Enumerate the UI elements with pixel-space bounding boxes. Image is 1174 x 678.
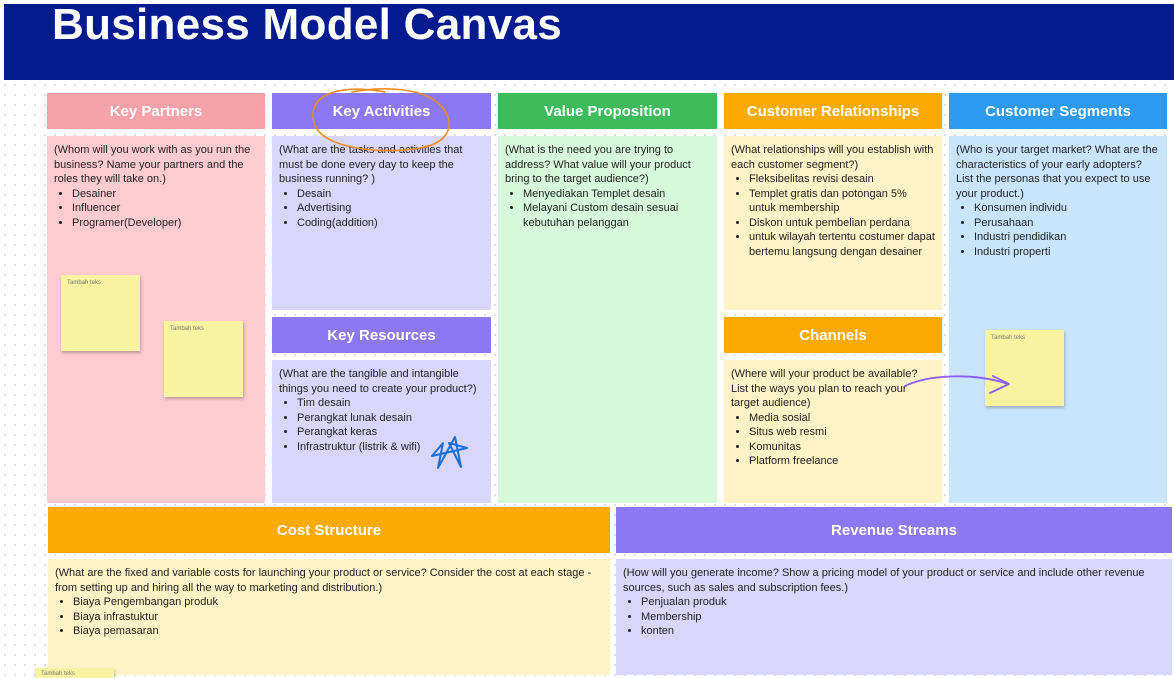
revenue-streams-list: Penjualan produk Membership konten xyxy=(623,595,1165,639)
key-partners-title: Key Partners xyxy=(109,102,203,120)
channels-list: Media sosial Situs web resmi Komunitas P… xyxy=(731,411,935,469)
value-proposition-prompt: (What is the need you are trying to addr… xyxy=(505,144,691,185)
value-proposition-header: Value Proposition xyxy=(498,93,717,129)
list-item: Advertising xyxy=(297,201,484,216)
customer-segments-header: Customer Segments xyxy=(949,93,1167,129)
cost-structure-block[interactable]: (What are the fixed and variable costs f… xyxy=(48,559,610,675)
list-item: Templet gratis dan potongan 5% untuk mem… xyxy=(749,187,935,216)
value-proposition-block[interactable]: (What is the need you are trying to addr… xyxy=(498,136,717,503)
cost-structure-prompt: (What are the fixed and variable costs f… xyxy=(55,567,592,594)
sticky-note-text: Tambah teks xyxy=(170,326,205,332)
list-item: Biaya Pengembangan produk xyxy=(73,595,603,610)
list-item: Biaya pemasaran xyxy=(73,624,603,639)
list-item: Situs web resmi xyxy=(749,425,935,440)
list-item: Menyediakan Templet desain xyxy=(523,187,710,202)
customer-segments-prompt: (Who is your target market? What are the… xyxy=(956,144,1158,200)
key-activities-title: Key Activities xyxy=(332,102,431,120)
list-item: untuk wilayah tertentu costumer dapat be… xyxy=(749,230,935,259)
key-resources-block[interactable]: (What are the tangible and intangible th… xyxy=(272,360,491,503)
value-proposition-title: Value Proposition xyxy=(544,102,671,120)
key-partners-block[interactable]: (Whom will you work with as you run the … xyxy=(47,136,265,503)
sticky-note-text: Tambah teks xyxy=(67,280,102,286)
page-title: Business Model Canvas xyxy=(52,0,563,49)
cost-structure-header: Cost Structure xyxy=(48,507,610,553)
star-doodle-icon xyxy=(431,436,468,469)
channels-block[interactable]: (Where will your product be available? L… xyxy=(724,360,942,503)
cost-structure-list: Biaya Pengembangan produk Biaya infrastu… xyxy=(55,595,603,639)
list-item: Industri properti xyxy=(974,245,1160,260)
channels-header: Channels xyxy=(724,317,942,353)
key-resources-header: Key Resources xyxy=(272,317,491,353)
list-item: Industri pendidikan xyxy=(974,230,1160,245)
list-item: Perusahaan xyxy=(974,216,1160,231)
orange-circle-annotation xyxy=(312,88,450,152)
customer-relationships-list: Fleksibelitas revisi desain Templet grat… xyxy=(731,172,935,259)
key-partners-prompt: (Whom will you work with as you run the … xyxy=(54,144,251,185)
list-item: Diskon untuk pembelian perdana xyxy=(749,216,935,231)
list-item: Desain xyxy=(297,187,484,202)
customer-relationships-header: Customer Relationships xyxy=(724,93,942,129)
list-item: Perangkat keras xyxy=(297,425,484,440)
purple-arrow-annotation xyxy=(904,375,1009,387)
channels-prompt: (Where will your product be available? L… xyxy=(731,368,918,409)
sticky-note[interactable]: Tambah teks xyxy=(35,668,114,678)
list-item: Membership xyxy=(641,610,1165,625)
list-item: Komunitas xyxy=(749,440,935,455)
sticky-note-text: Tambah teks xyxy=(41,671,76,677)
list-item: Fleksibelitas revisi desain xyxy=(749,172,935,187)
list-item: konten xyxy=(641,624,1165,639)
channels-title: Channels xyxy=(799,326,867,344)
sticky-note[interactable]: Tambah teks xyxy=(164,321,243,397)
key-resources-title: Key Resources xyxy=(327,326,436,344)
list-item: Tim desain xyxy=(297,396,484,411)
customer-segments-title: Customer Segments xyxy=(985,102,1131,120)
key-activities-list: Desain Advertising Coding(addition) xyxy=(279,187,484,231)
key-activities-block[interactable]: (What are the tasks and activities that … xyxy=(272,136,491,310)
list-item: Biaya infrastuktur xyxy=(73,610,603,625)
key-activities-header: Key Activities xyxy=(272,93,491,129)
list-item: Melayani Custom desain sesuai kebutuhan … xyxy=(523,201,710,230)
list-item: Konsumen individu xyxy=(974,201,1160,216)
list-item: Desainer xyxy=(72,187,258,202)
customer-relationships-title: Customer Relationships xyxy=(746,102,920,120)
customer-relationships-prompt: (What relationships will you establish w… xyxy=(731,144,934,171)
list-item: Influencer xyxy=(72,201,258,216)
customer-relationships-block[interactable]: (What relationships will you establish w… xyxy=(724,136,942,310)
list-item: Platform freelance xyxy=(749,454,935,469)
arrow-head-icon xyxy=(989,375,1010,394)
revenue-streams-title: Revenue Streams xyxy=(831,521,957,539)
list-item: Media sosial xyxy=(749,411,935,426)
key-resources-list: Tim desain Perangkat lunak desain Perang… xyxy=(279,396,484,454)
revenue-streams-header: Revenue Streams xyxy=(616,507,1172,553)
key-partners-header: Key Partners xyxy=(47,93,265,129)
key-partners-list: Desainer Influencer Programer(Developer) xyxy=(54,187,258,231)
sticky-note[interactable]: Tambah teks xyxy=(61,275,140,351)
value-proposition-list: Menyediakan Templet desain Melayani Cust… xyxy=(505,187,710,231)
key-resources-prompt: (What are the tangible and intangible th… xyxy=(279,368,477,395)
list-item: Coding(addition) xyxy=(297,216,484,231)
page-header: Business Model Canvas xyxy=(4,0,1174,80)
revenue-streams-block[interactable]: (How will you generate income? Show a pr… xyxy=(616,559,1172,675)
sticky-note[interactable]: Tambah teks xyxy=(985,330,1064,406)
customer-segments-list: Konsumen individu Perusahaan Industri pe… xyxy=(956,201,1160,259)
customer-segments-block[interactable]: (Who is your target market? What are the… xyxy=(949,136,1167,503)
cost-structure-title: Cost Structure xyxy=(276,521,382,539)
sticky-note-text: Tambah teks xyxy=(991,335,1026,341)
list-item: Programer(Developer) xyxy=(72,216,258,231)
list-item: Perangkat lunak desain xyxy=(297,411,484,426)
list-item: Penjualan produk xyxy=(641,595,1165,610)
list-item: Infrastruktur (listrik & wifi) xyxy=(297,440,484,455)
revenue-streams-prompt: (How will you generate income? Show a pr… xyxy=(623,567,1145,594)
